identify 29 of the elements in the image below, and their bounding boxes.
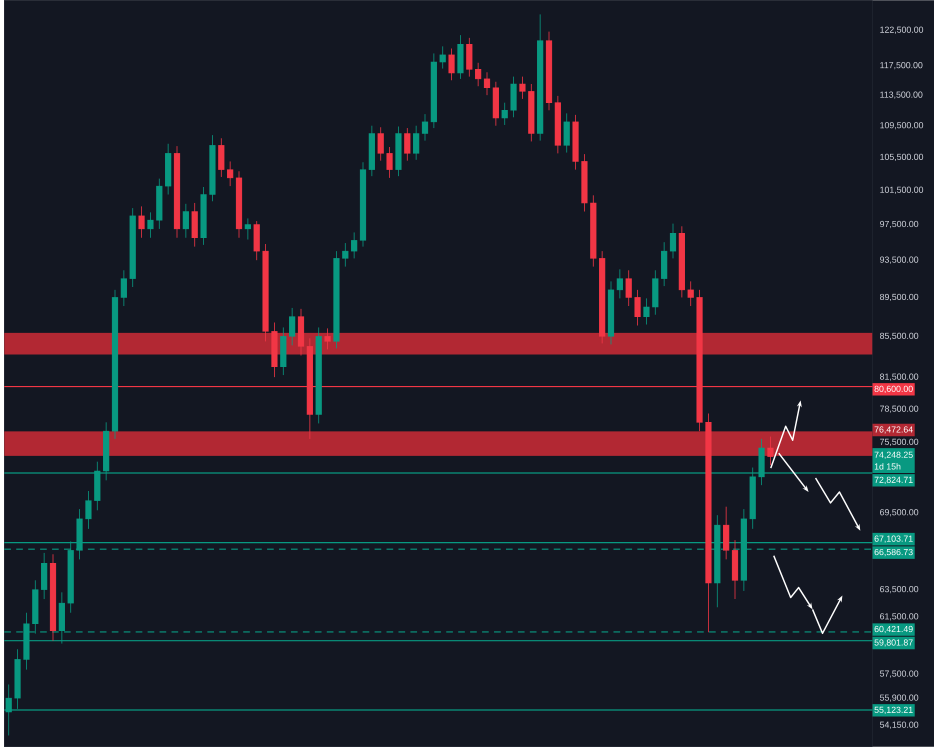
ref-line-label: 72,824.71 (874, 476, 913, 484)
y-tick-label: 105,500.00 (880, 154, 924, 161)
y-tick-label: 75,500.00 (880, 438, 918, 446)
y-tick-label: 89,500.00 (880, 294, 918, 302)
y-tick-label: 85,500.00 (880, 332, 918, 340)
ref-line-label: 67,103.71 (874, 535, 913, 543)
y-tick-label: 69,500.00 (880, 509, 918, 516)
y-tick-label: 109,500.00 (880, 122, 924, 130)
y-tick-label: 117,500.00 (880, 62, 922, 70)
y-tick-label: 78,500.00 (880, 406, 918, 413)
ref-line-label: 60,421.49 (874, 626, 913, 634)
ref-line-label: 59,801.87 (874, 639, 913, 647)
y-tick-label: 97,500.00 (880, 220, 918, 228)
y-tick-label: 93,500.00 (880, 256, 918, 264)
text: 74,248.25 (874, 452, 913, 459)
y-tick-label: 63,500.00 (880, 586, 918, 594)
ref-line-label: 55,123.21 (874, 706, 913, 714)
text: 1d 15h (874, 463, 900, 470)
band-label: 76,472.64 (874, 426, 913, 434)
y-tick-label: 54,150.00 (880, 722, 918, 729)
y-tick-label: 61,500.00 (880, 613, 918, 620)
y-tick-label: 57,500.00 (880, 670, 918, 678)
y-tick-label: 113,500.00 (880, 92, 922, 99)
y-tick-label: 55,900.00 (880, 694, 918, 702)
y-tick-label: 101,500.00 (880, 186, 924, 194)
y-tick-label: 81,500.00 (880, 374, 918, 381)
y-tick-label: 122,500.00 (880, 26, 924, 34)
ref-line-label: 80,600.00 (874, 386, 913, 393)
ref-line-label: 66,586.73 (874, 548, 913, 556)
